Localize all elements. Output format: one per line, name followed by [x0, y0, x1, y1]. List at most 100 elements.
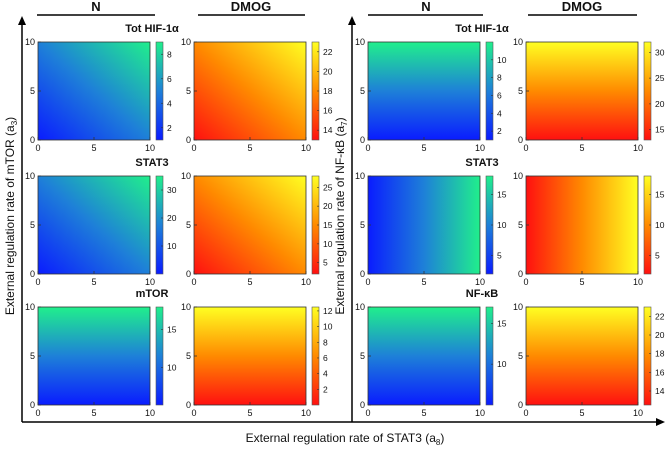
x-tick-label: 0 — [523, 277, 528, 287]
y-tick-label: 5 — [186, 351, 191, 361]
colorbar-tick-label: 20 — [655, 330, 665, 340]
x-tick-label: 10 — [633, 408, 643, 418]
x-tick-label: 5 — [421, 277, 426, 287]
column-dmog-header-left: DMOG — [231, 0, 271, 14]
colorbar-frame-left-n-stat3 — [155, 175, 164, 275]
column-dmog-header-right: DMOG — [562, 0, 602, 14]
colorbar-tick-label: 14 — [323, 125, 333, 135]
colorbar-left-dmog-mtor — [312, 307, 319, 405]
panel-right-n-nfkb: NF-κB 0 5 10 0 5 10 15 10 — [355, 288, 507, 418]
colorbar-tick-label: 30 — [167, 185, 177, 195]
heatmap-left-n-mtor — [38, 307, 150, 405]
colorbar-right-n-tot-hif — [486, 42, 493, 140]
colorbar-tick-label: 8 — [323, 337, 328, 347]
colorbar-tick-label: 30 — [655, 47, 665, 57]
heatmap-left-dmog-mtor — [194, 307, 306, 405]
panel-left-n-tot-hif: Tot HIF-1α 0 5 10 0 5 10 8 6 4 2 — [25, 23, 179, 153]
colorbar-tick-label: 10 — [497, 55, 507, 65]
x-tick-label: 10 — [301, 408, 311, 418]
colorbar-right-n-nfkb — [486, 307, 493, 405]
y-tick-label: 10 — [513, 302, 523, 312]
colorbar-tick-label: 5 — [655, 251, 660, 261]
y-tick-label: 5 — [518, 220, 523, 230]
y-tick-label: 0 — [30, 400, 35, 410]
y-tick-label: 0 — [30, 269, 35, 279]
y-tick-label: 5 — [30, 220, 35, 230]
left-y-axis-arrowhead — [18, 16, 26, 25]
x-tick-label: 0 — [35, 277, 40, 287]
heatmap-right-dmog-tot-hif — [526, 42, 638, 140]
colorbar-tick-label: 20 — [167, 213, 177, 223]
colorbar-tick-label: 25 — [655, 73, 665, 83]
column-n-header-right: N — [421, 0, 430, 14]
colorbar-tick-label: 15 — [323, 220, 333, 230]
colorbar-tick-label: 15 — [497, 318, 507, 328]
y-tick-label: 10 — [181, 171, 191, 181]
colorbar-tick-label: 16 — [323, 106, 333, 116]
colorbar-tick-label: 10 — [167, 362, 177, 372]
panel-title-right-n-nfkb: NF-κB — [466, 288, 498, 300]
colorbar-tick-label: 6 — [497, 90, 502, 100]
colorbar-tick-label: 2 — [167, 123, 172, 133]
heatmap-left-n-tot-hif — [38, 42, 150, 140]
y-tick-label: 10 — [355, 302, 365, 312]
x-tick-label: 10 — [633, 143, 643, 153]
y-tick-label: 5 — [186, 86, 191, 96]
y-tick-label: 5 — [518, 86, 523, 96]
panel-right-dmog-stat3: 0 5 10 0 5 10 15 10 5 — [513, 171, 665, 287]
x-tick-label: 0 — [191, 277, 196, 287]
x-tick-label: 0 — [191, 408, 196, 418]
y-tick-label: 5 — [30, 351, 35, 361]
y-tick-label: 10 — [181, 302, 191, 312]
colorbar-frame-left-n-tot-hif — [155, 41, 164, 141]
colorbar-tick-label: 25 — [323, 182, 333, 192]
colorbar-tick-label: 10 — [655, 220, 665, 230]
colorbar-tick-label: 15 — [655, 125, 665, 135]
colorbar-tick-label: 22 — [655, 311, 665, 321]
y-tick-label: 5 — [360, 351, 365, 361]
y-tick-label: 10 — [25, 302, 35, 312]
colorbar-frame-left-n-mtor — [155, 306, 164, 406]
colorbar-right-dmog-tot-hif — [644, 42, 651, 140]
y-tick-label: 0 — [518, 269, 523, 279]
x-tick-label: 5 — [91, 143, 96, 153]
x-tick-label: 5 — [91, 277, 96, 287]
panel-title-right-n-tot-hif: Tot HIF-1α — [455, 23, 509, 35]
right-y-axis-label: External regulation rate of NF-κB (a7) — [333, 117, 349, 314]
x-axis-arrowhead — [656, 418, 665, 426]
y-tick-label: 0 — [186, 269, 191, 279]
heatmap-right-n-tot-hif — [368, 42, 480, 140]
y-tick-label: 10 — [355, 171, 365, 181]
colorbar-tick-label: 15 — [167, 325, 177, 335]
x-tick-label: 0 — [35, 143, 40, 153]
left-y-axis-label: External regulation rate of mTOR (a3) — [3, 117, 19, 315]
colorbar-frame-right-n-nfkb — [485, 306, 494, 406]
colorbar-left-n-tot-hif — [156, 42, 163, 140]
panel-left-n-mtor: mTOR 0 5 10 0 5 10 15 10 — [25, 288, 177, 418]
colorbar-right-dmog-stat3 — [644, 176, 651, 274]
colorbar-tick-label: 20 — [323, 66, 333, 76]
y-tick-label: 5 — [518, 351, 523, 361]
panel-title-left-n-stat3: STAT3 — [135, 157, 168, 169]
colorbar-tick-label: 10 — [167, 241, 177, 251]
colorbar-tick-label: 5 — [323, 258, 328, 268]
y-tick-label: 10 — [513, 37, 523, 47]
y-tick-label: 0 — [518, 135, 523, 145]
colorbar-tick-label: 18 — [655, 349, 665, 359]
x-tick-label: 0 — [365, 277, 370, 287]
x-tick-label: 0 — [35, 408, 40, 418]
y-tick-label: 0 — [186, 135, 191, 145]
y-tick-label: 0 — [30, 135, 35, 145]
heatmap-right-n-stat3 — [368, 176, 480, 274]
colorbar-tick-label: 8 — [497, 73, 502, 83]
panel-right-dmog-nfkb: 0 5 10 0 5 10 22 20 18 16 14 — [513, 302, 665, 418]
x-tick-label: 10 — [475, 277, 485, 287]
colorbar-tick-label: 6 — [323, 353, 328, 363]
colorbar-frame-right-n-tot-hif — [485, 41, 494, 141]
colorbar-tick-label: 4 — [167, 98, 172, 108]
y-tick-label: 0 — [360, 269, 365, 279]
colorbar-frame-right-dmog-tot-hif — [643, 41, 652, 141]
colorbar-tick-label: 12 — [323, 306, 333, 316]
